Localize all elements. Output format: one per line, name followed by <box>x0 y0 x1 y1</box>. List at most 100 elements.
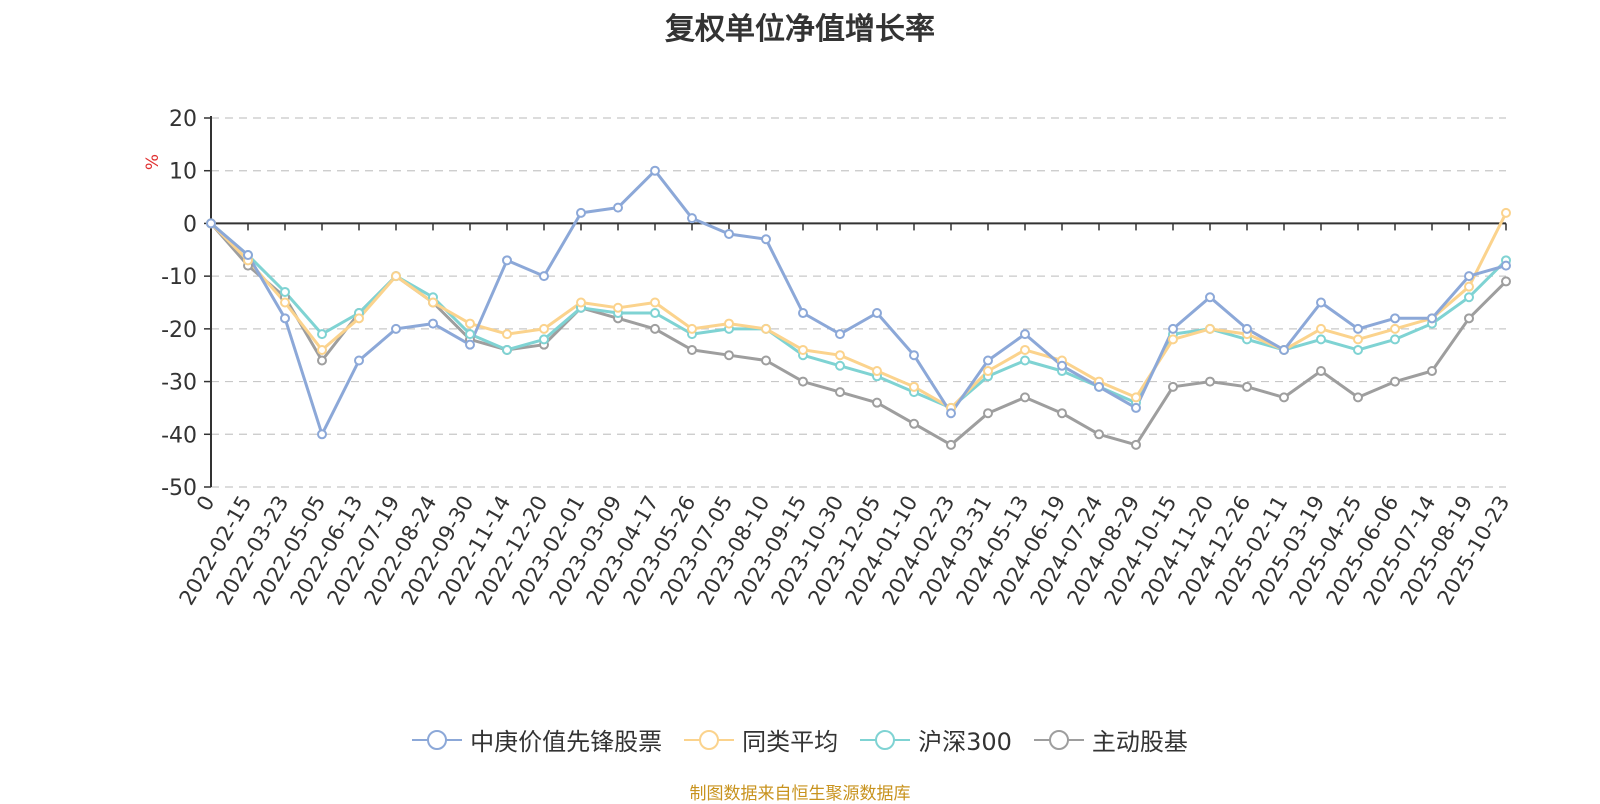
data-point <box>872 366 882 377</box>
data-point <box>1427 366 1437 377</box>
series-line <box>210 169 1507 436</box>
legend-item-fund[interactable]: 中庚价值先锋股票 <box>412 722 662 757</box>
legend-label: 同类平均 <box>742 728 839 756</box>
data-point <box>650 323 660 334</box>
y-tick-label: -30 <box>161 371 197 396</box>
data-point <box>761 234 771 245</box>
data-point <box>317 355 327 366</box>
data-point <box>798 308 808 319</box>
legend-item-active-equity[interactable]: 主动股基 <box>1033 722 1188 757</box>
data-point <box>354 313 364 324</box>
data-point <box>1242 381 1252 392</box>
chart-title: 复权单位净值增长率 <box>665 12 935 47</box>
data-point <box>650 165 660 176</box>
legend: 中庚价值先锋股票 同类平均 沪深300 主动股基 <box>0 722 1600 757</box>
data-point <box>946 439 956 450</box>
legend-label: 主动股基 <box>1091 728 1188 756</box>
data-point <box>1168 381 1178 392</box>
y-tick-label: 0 <box>183 212 197 237</box>
data-point <box>280 297 290 308</box>
x-tick-label: 0 <box>192 492 219 516</box>
data-point <box>835 387 845 398</box>
data-point <box>317 344 327 355</box>
legend-label: 中庚价值先锋股票 <box>470 728 663 756</box>
data-point <box>317 429 327 440</box>
data-point <box>280 286 290 297</box>
data-point <box>1094 381 1104 392</box>
legend-line-circle-icon <box>860 729 911 750</box>
data-point <box>983 355 993 366</box>
data-point <box>1316 334 1326 345</box>
data-point <box>428 318 438 329</box>
data-point <box>1020 329 1030 340</box>
data-point <box>1501 276 1511 287</box>
data-point <box>1353 334 1363 345</box>
data-point <box>1316 297 1326 308</box>
data-point <box>1131 392 1141 403</box>
data-point <box>1464 313 1474 324</box>
data-point <box>1464 292 1474 303</box>
y-tick-labels: 20 10 0 -10 -20 -30 -40 -50 <box>161 107 197 501</box>
data-point <box>724 228 734 239</box>
data-point <box>687 323 697 334</box>
data-point <box>539 323 549 334</box>
data-point <box>1057 360 1067 371</box>
series-lines <box>209 169 1508 447</box>
data-point <box>761 323 771 334</box>
legend-line-circle-icon <box>412 729 463 750</box>
data-point <box>613 302 623 313</box>
data-point <box>1131 402 1141 413</box>
data-point <box>243 250 253 261</box>
grid-lines <box>211 117 1506 488</box>
data-point <box>576 297 586 308</box>
data-point <box>1353 344 1363 355</box>
data-point <box>428 297 438 308</box>
data-point <box>1279 392 1289 403</box>
data-point <box>687 213 697 224</box>
y-tick-label: 10 <box>169 160 197 185</box>
legend-item-peer-average[interactable]: 同类平均 <box>684 722 838 757</box>
data-point <box>1353 392 1363 403</box>
data-point <box>650 297 660 308</box>
data-point <box>835 360 845 371</box>
data-point <box>539 334 549 345</box>
data-point <box>687 344 697 355</box>
data-point <box>502 329 512 340</box>
data-point <box>946 408 956 419</box>
data-point <box>1353 323 1363 334</box>
data-point <box>465 318 475 329</box>
data-point <box>539 271 549 282</box>
data-point <box>1131 439 1141 450</box>
data-point <box>1168 334 1178 345</box>
data-point <box>1464 281 1474 292</box>
data-point <box>502 255 512 266</box>
data-point <box>1390 323 1400 334</box>
data-source-note: 制图数据来自恒生聚源数据库 <box>689 784 911 804</box>
data-point <box>872 308 882 319</box>
axes <box>204 116 1507 488</box>
data-point <box>1427 313 1437 324</box>
data-point <box>465 329 475 340</box>
data-point <box>1464 271 1474 282</box>
data-point <box>1242 323 1252 334</box>
data-point <box>835 329 845 340</box>
data-point <box>1020 392 1030 403</box>
data-point <box>724 318 734 329</box>
data-point <box>613 202 623 213</box>
data-point <box>983 408 993 419</box>
series-markers <box>206 165 1511 450</box>
data-point <box>206 218 216 229</box>
legend-line-circle-icon <box>684 729 735 750</box>
data-point <box>576 207 586 218</box>
data-point <box>798 344 808 355</box>
data-point <box>1390 313 1400 324</box>
legend-item-csi300[interactable]: 沪深300 <box>860 722 1012 757</box>
data-point <box>280 313 290 324</box>
data-point <box>1501 260 1511 271</box>
data-point <box>1020 355 1030 366</box>
data-point <box>1205 292 1215 303</box>
data-point <box>391 271 401 282</box>
data-point <box>1316 323 1326 334</box>
data-point <box>1168 323 1178 334</box>
data-point <box>391 323 401 334</box>
